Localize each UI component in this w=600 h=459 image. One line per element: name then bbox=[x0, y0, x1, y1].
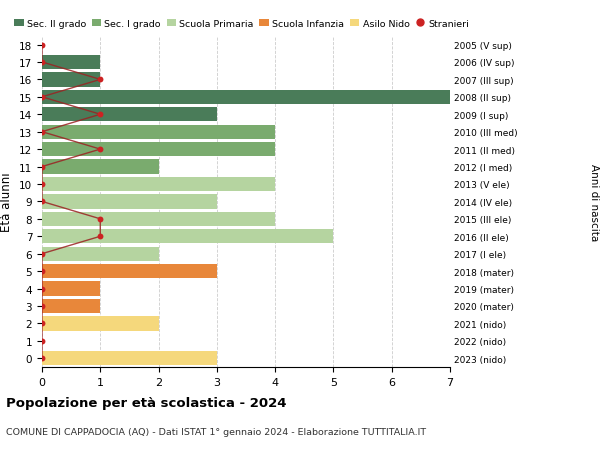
Point bbox=[37, 337, 47, 345]
Bar bbox=[42, 230, 334, 244]
Bar bbox=[42, 108, 217, 122]
Point bbox=[37, 251, 47, 258]
Point bbox=[37, 129, 47, 136]
Bar bbox=[42, 125, 275, 140]
Bar bbox=[42, 264, 217, 279]
Bar bbox=[42, 178, 275, 192]
Point bbox=[37, 355, 47, 362]
Point bbox=[37, 285, 47, 292]
Text: Anni di nascita: Anni di nascita bbox=[589, 163, 599, 241]
Point bbox=[37, 42, 47, 49]
Point bbox=[37, 163, 47, 171]
Bar bbox=[42, 160, 158, 174]
Bar bbox=[42, 317, 158, 331]
Text: COMUNE DI CAPPADOCIA (AQ) - Dati ISTAT 1° gennaio 2024 - Elaborazione TUTTITALIA: COMUNE DI CAPPADOCIA (AQ) - Dati ISTAT 1… bbox=[6, 427, 426, 436]
Point bbox=[37, 320, 47, 327]
Point bbox=[37, 268, 47, 275]
Point bbox=[37, 302, 47, 310]
Point bbox=[95, 233, 105, 241]
Point bbox=[95, 77, 105, 84]
Point bbox=[95, 146, 105, 153]
Y-axis label: Età alunni: Età alunni bbox=[1, 172, 13, 232]
Text: Popolazione per età scolastica - 2024: Popolazione per età scolastica - 2024 bbox=[6, 396, 287, 409]
Point bbox=[95, 112, 105, 119]
Bar bbox=[42, 212, 275, 226]
Bar bbox=[42, 195, 217, 209]
Point bbox=[37, 198, 47, 206]
Bar bbox=[42, 352, 217, 366]
Point bbox=[37, 181, 47, 188]
Bar bbox=[42, 73, 100, 87]
Point bbox=[37, 59, 47, 67]
Bar bbox=[42, 282, 100, 296]
Bar bbox=[42, 56, 100, 70]
Bar bbox=[42, 143, 275, 157]
Bar bbox=[42, 299, 100, 313]
Point bbox=[37, 94, 47, 101]
Legend: Sec. II grado, Sec. I grado, Scuola Primaria, Scuola Infanzia, Asilo Nido, Stran: Sec. II grado, Sec. I grado, Scuola Prim… bbox=[14, 20, 469, 29]
Point bbox=[95, 216, 105, 223]
Bar bbox=[42, 90, 450, 105]
Bar bbox=[42, 247, 158, 261]
